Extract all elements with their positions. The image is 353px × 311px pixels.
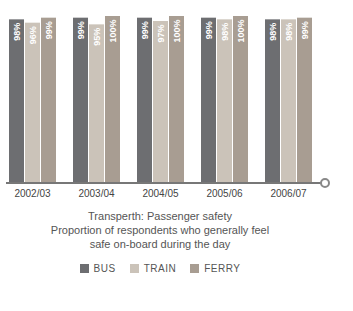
svg-text:99%: 99% — [204, 21, 214, 39]
svg-text:98%: 98% — [284, 23, 294, 41]
html-text:TRAIN: TRAIN — [143, 263, 177, 274]
svg-text:100%: 100% — [108, 20, 118, 43]
svg-text:100%: 100% — [236, 20, 246, 43]
svg-text:2002/03: 2002/03 — [14, 188, 51, 199]
svg-text:97%: 97% — [156, 25, 166, 43]
svg-text:99%: 99% — [140, 21, 150, 39]
svg-text:99%: 99% — [76, 21, 86, 39]
svg-text:99%: 99% — [44, 21, 54, 39]
svg-text:98%: 98% — [220, 23, 230, 41]
svg-text:2004/05: 2004/05 — [142, 188, 179, 199]
svg-text:95%: 95% — [92, 28, 102, 46]
svg-text:100%: 100% — [172, 20, 182, 43]
html-text:BUS: BUS — [93, 263, 116, 274]
html-text:Transperth: Passenger safety: Transperth: Passenger safety — [88, 210, 232, 222]
svg-text:2006/07: 2006/07 — [270, 188, 307, 199]
svg-text:98%: 98% — [12, 23, 22, 41]
svg-text:2003/04: 2003/04 — [78, 188, 115, 199]
svg-text:2005/06: 2005/06 — [206, 188, 243, 199]
html-text:FERRY: FERRY — [204, 263, 241, 274]
html-text:Proportion of respondents who: Proportion of respondents who generally … — [50, 224, 270, 250]
svg-text:98%: 98% — [268, 23, 278, 41]
svg-text:96%: 96% — [28, 26, 38, 44]
svg-text:99%: 99% — [300, 21, 310, 39]
